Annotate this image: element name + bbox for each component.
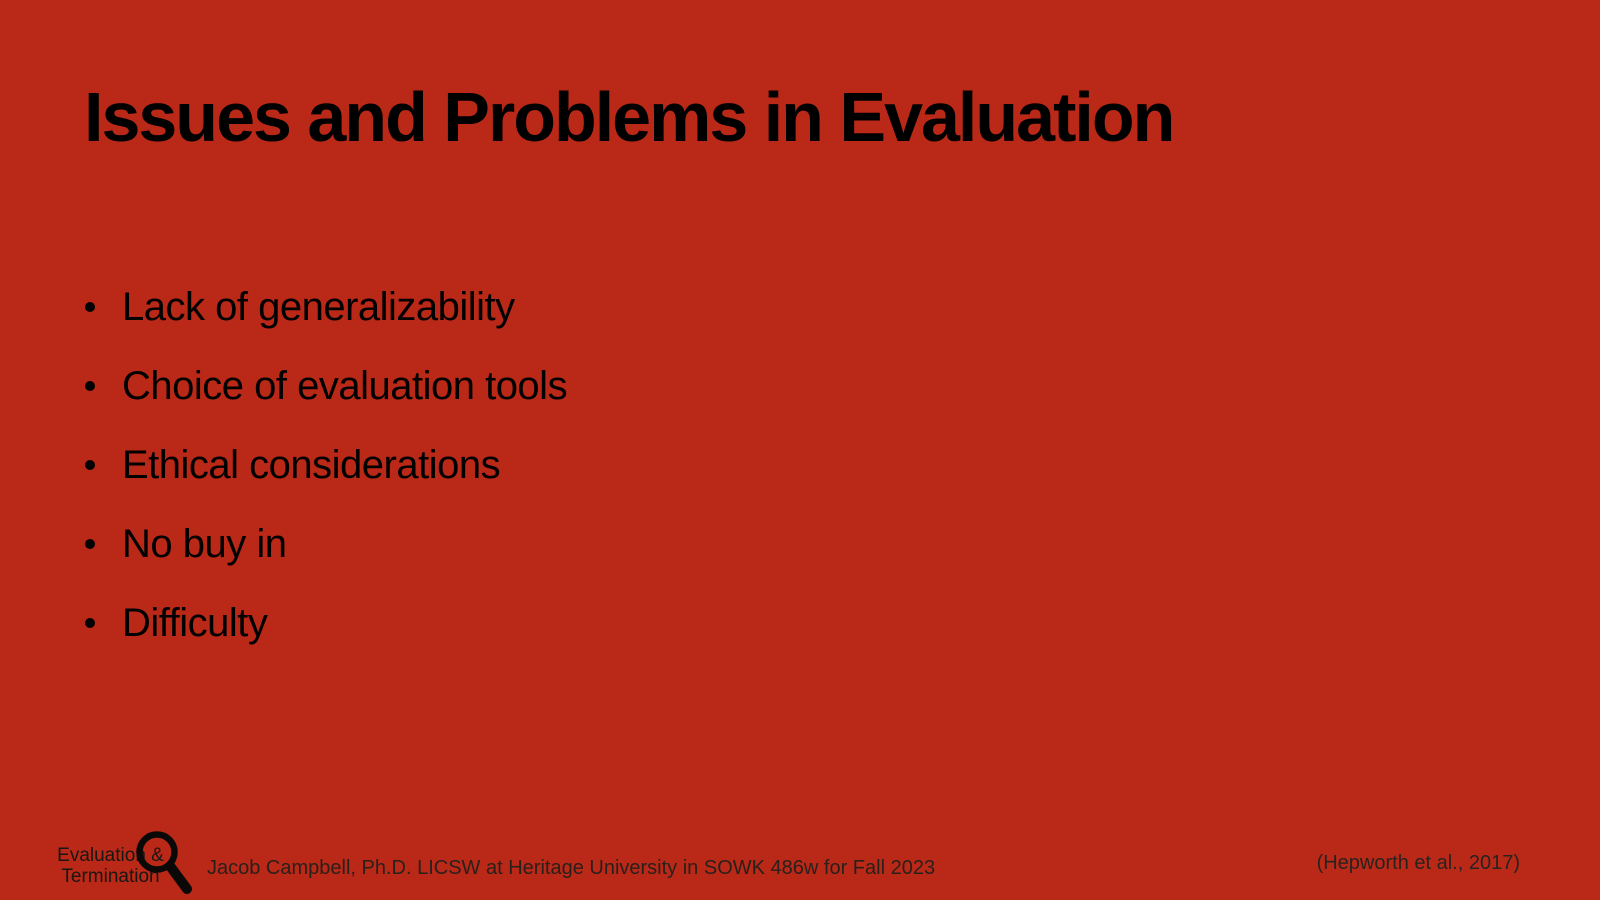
list-item: Ethical considerations [85, 441, 567, 489]
magnifier-icon [136, 831, 192, 894]
bullet-dot-icon [85, 539, 95, 549]
list-item: Lack of generalizability [85, 283, 567, 331]
list-item: No buy in [85, 520, 567, 568]
bullet-dot-icon [85, 381, 95, 391]
footer-credit: Jacob Campbell, Ph.D. LICSW at Heritage … [207, 857, 936, 879]
bullet-text: Lack of generalizability [122, 285, 515, 329]
bullet-dot-icon [85, 618, 95, 628]
bullet-dot-icon [85, 302, 95, 312]
footer-citation: (Hepworth et al., 2017) [1316, 852, 1520, 874]
bullet-text: No buy in [122, 522, 287, 566]
list-item: Choice of evaluation tools [85, 362, 568, 410]
bullet-list: Lack of generalizability Choice of evalu… [85, 283, 568, 678]
list-item: Difficulty [85, 599, 567, 647]
bullet-text: Choice of evaluation tools [122, 364, 568, 408]
bullet-dot-icon [85, 460, 95, 470]
bullet-text: Difficulty [122, 601, 268, 645]
footer-logo-line2: Termination [61, 866, 160, 887]
bullet-text: Ethical considerations [122, 443, 501, 487]
page-title: Issues and Problems in Evaluation [84, 78, 1175, 156]
